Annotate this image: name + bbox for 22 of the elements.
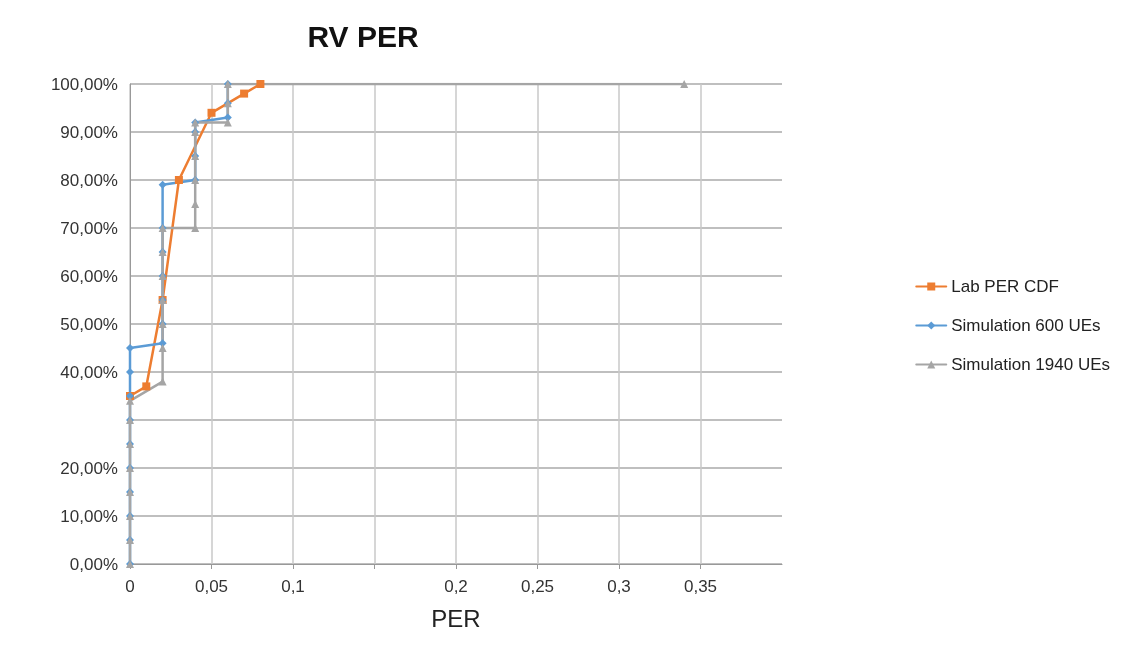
legend-label: Simulation 1940 UEs	[951, 355, 1111, 374]
x-tick-label: 0,05	[194, 577, 229, 596]
y-tick-label: 0,00%	[69, 554, 118, 574]
x-tick-label: 0,2	[444, 577, 468, 596]
y-tick-label: 100,00%	[50, 74, 118, 94]
y-tick-label: 60,00%	[60, 266, 118, 286]
y-tick-label: 90,00%	[60, 122, 118, 142]
y-tick-label: 70,00%	[60, 218, 118, 238]
legend-label: Simulation 600 UEs	[951, 316, 1101, 335]
x-tick-label: 0,1	[281, 577, 305, 596]
x-tick-label: 0,25	[520, 577, 555, 596]
legend-label: Lab PER CDF	[951, 277, 1059, 296]
chart-title: RV PER	[307, 19, 419, 53]
x-tick-label: 0,35	[683, 577, 718, 596]
y-tick-label: 40,00%	[60, 362, 118, 382]
x-tick-label: 0,3	[607, 577, 631, 596]
y-tick-label: 50,00%	[60, 314, 118, 334]
y-tick-label: 10,00%	[60, 506, 118, 526]
x-axis-title: PER	[431, 604, 481, 632]
y-tick-label: 80,00%	[60, 170, 118, 190]
y-tick-label: 20,00%	[60, 458, 118, 478]
x-tick-label: 0	[125, 577, 135, 596]
